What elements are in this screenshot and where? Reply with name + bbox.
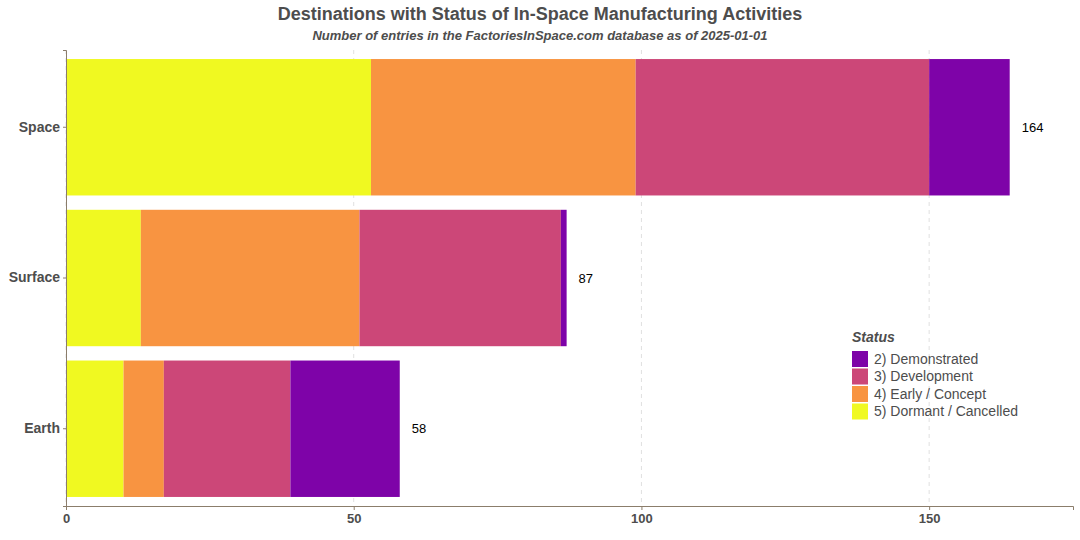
legend-label: 3) Development xyxy=(874,368,973,384)
bar-segment xyxy=(164,361,291,497)
total-label: 87 xyxy=(579,271,593,286)
y-tick: Space xyxy=(19,119,66,135)
x-tick-label: 100 xyxy=(631,511,653,526)
x-tick-label: 50 xyxy=(347,511,361,526)
bar-segment xyxy=(124,361,164,497)
bars xyxy=(66,59,1010,497)
y-tick-mark xyxy=(63,127,66,128)
bar-segment xyxy=(371,59,636,195)
x-tick-mark xyxy=(641,506,642,510)
bar-segment xyxy=(636,59,929,195)
y-tick-mark xyxy=(63,278,66,279)
bar-segment xyxy=(66,210,141,346)
x-axis: 0 50 100 150 xyxy=(63,506,1074,526)
bar-segment xyxy=(141,210,360,346)
y-tick-label: Surface xyxy=(9,269,61,285)
legend-label: 2) Demonstrated xyxy=(874,351,978,367)
y-tick-label: Earth xyxy=(24,420,60,436)
legend-swatch xyxy=(852,386,868,402)
bar-segment xyxy=(66,59,371,195)
chart: Destinations with Status of In-Space Man… xyxy=(0,0,1080,540)
subtitle: Number of entries in the FactoriesInSpac… xyxy=(312,28,767,43)
bar-segment xyxy=(290,361,399,497)
x-tick-mark xyxy=(354,506,355,510)
legend-title: Status xyxy=(852,329,895,345)
legend-swatch xyxy=(852,369,868,385)
y-tick: Surface xyxy=(9,269,66,285)
bar-segment xyxy=(66,361,124,497)
legend-swatch xyxy=(852,351,868,367)
x-tick: 0 xyxy=(63,506,70,526)
legend: Status 2) Demonstrated3) Development 4) Ea… xyxy=(852,329,1018,420)
legend-swatch xyxy=(852,404,868,420)
bar-segment xyxy=(929,59,1010,195)
x-axis-line xyxy=(67,507,1074,511)
x-tick: 150 xyxy=(919,506,941,526)
bar-segment xyxy=(359,210,560,346)
x-tick: 50 xyxy=(347,506,361,526)
y-axis: Space Surface Earth xyxy=(9,51,67,507)
x-tick-label: 150 xyxy=(919,511,941,526)
x-tick-label: 0 xyxy=(63,511,70,526)
title: Destinations with Status of In-Space Man… xyxy=(278,4,802,24)
legend-label: 4) Early / Concept xyxy=(874,386,986,402)
y-tick-mark xyxy=(63,428,66,429)
plot: 164 87 58 0 50 100 150 Space Surface Earth xyxy=(9,50,1074,526)
legend-label: 5) Dormant / Cancelled xyxy=(874,403,1018,419)
total-label: 164 xyxy=(1022,120,1044,135)
total-label: 58 xyxy=(412,421,426,436)
totals: 164 87 58 xyxy=(412,120,1044,436)
x-tick: 100 xyxy=(631,506,653,526)
y-tick-label: Space xyxy=(19,119,60,135)
y-axis-line xyxy=(63,51,67,507)
bar-segment xyxy=(561,210,567,346)
y-tick: Earth xyxy=(24,420,66,436)
x-tick-mark xyxy=(929,506,930,510)
grid xyxy=(66,50,929,506)
